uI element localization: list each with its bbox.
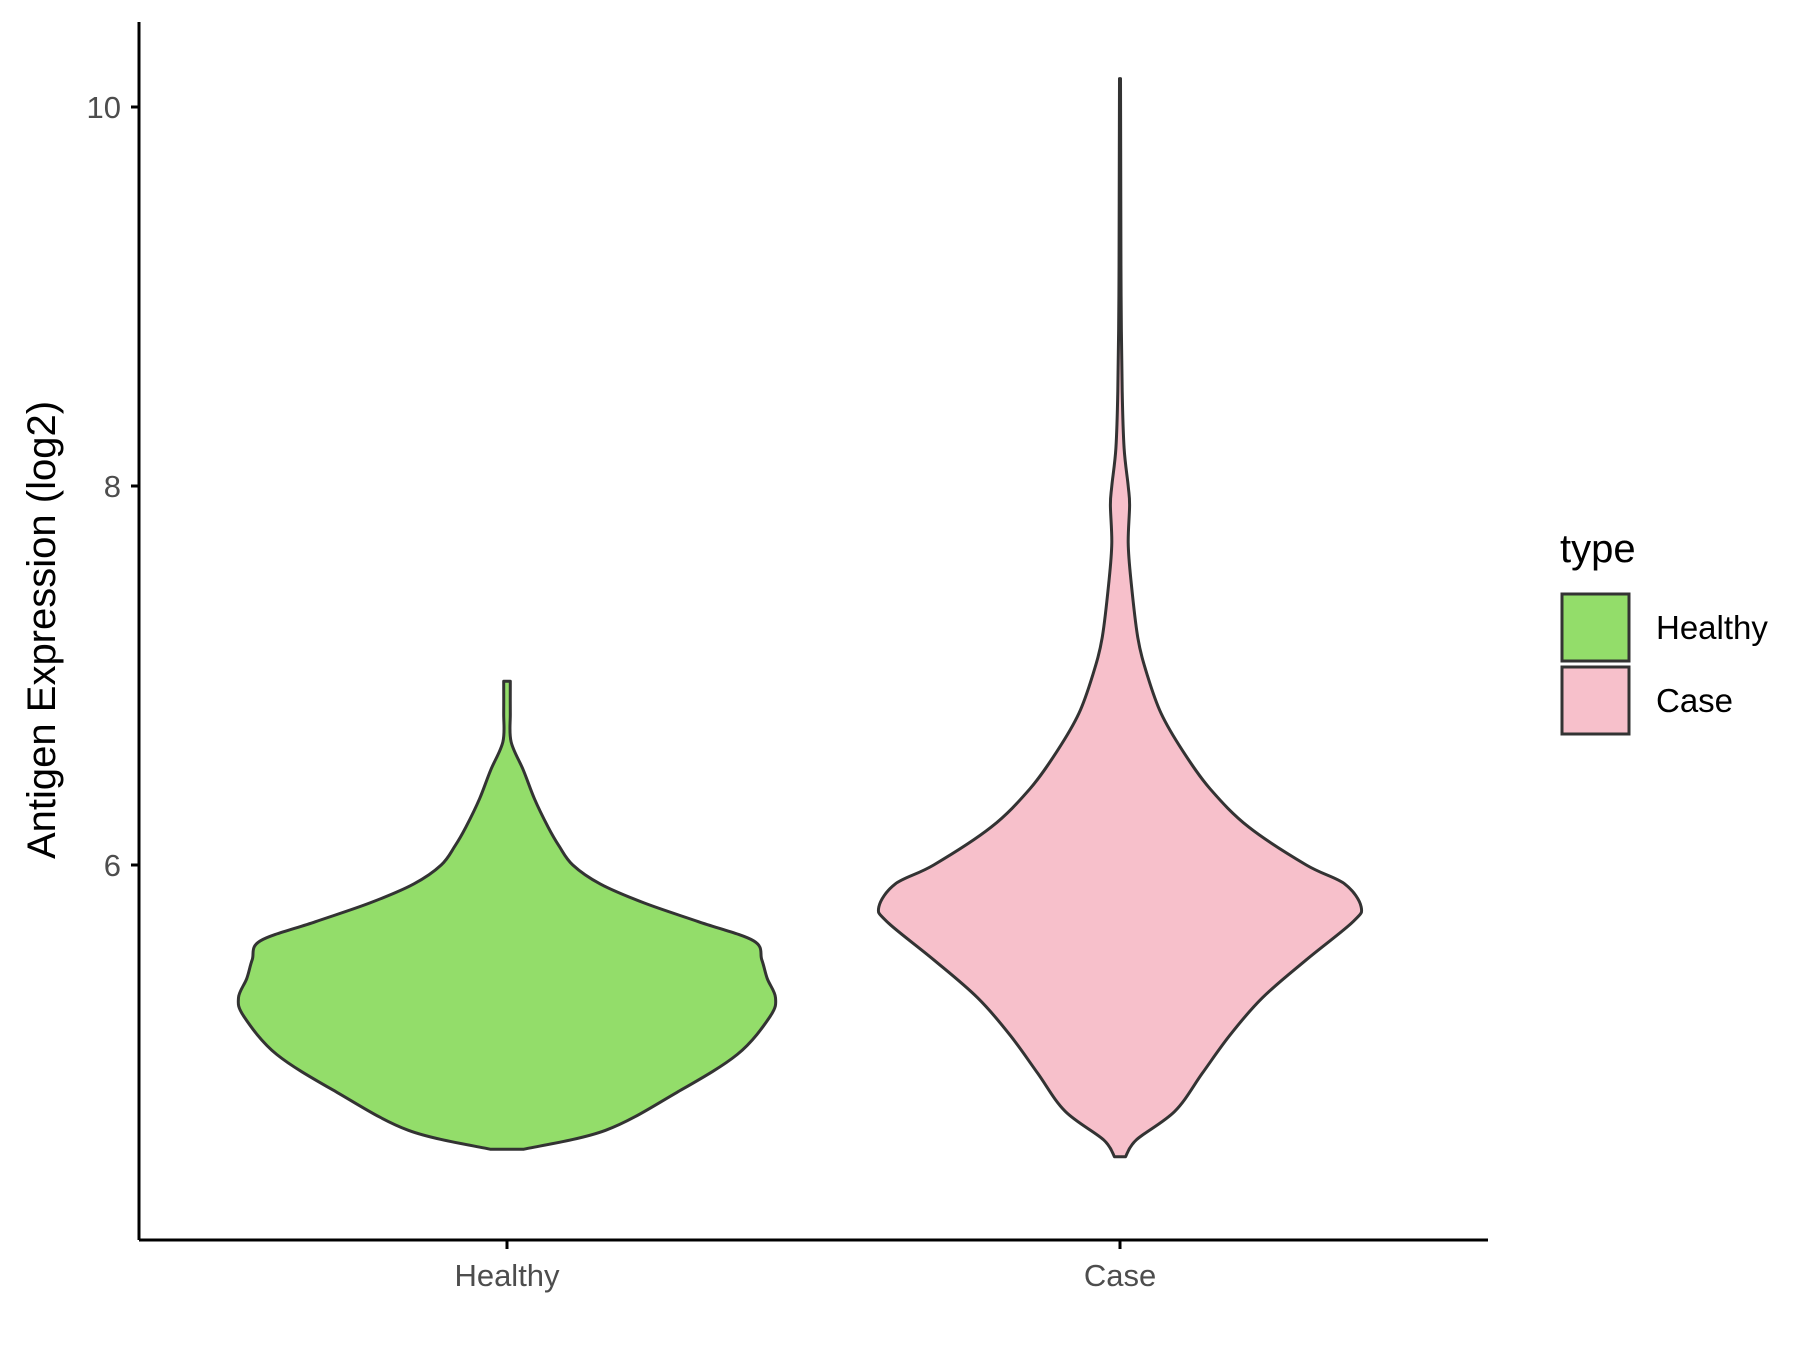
legend-swatch-case [1560, 665, 1631, 736]
violin-healthy [236, 679, 778, 1151]
x-tick-label: Healthy [454, 1258, 560, 1293]
violin-case [876, 77, 1364, 1159]
x-tick-label: Case [1084, 1258, 1156, 1293]
y-ticks-layer: 6 8 10 [87, 90, 139, 883]
legend-label-case: Case [1656, 682, 1733, 719]
legend-items: Healthy Case [1560, 592, 1768, 736]
legend-title: type [1560, 527, 1636, 571]
y-axis-title: Antigen Expression (log2) [20, 401, 64, 859]
legend-swatch-healthy [1560, 592, 1631, 663]
y-tick-label: 6 [104, 848, 121, 883]
y-tick-label: 8 [104, 469, 121, 504]
violins-layer [236, 77, 1364, 1159]
x-ticks-layer: Healthy Case [454, 1240, 1156, 1293]
legend-label-healthy: Healthy [1656, 609, 1768, 646]
y-tick-label: 10 [87, 90, 121, 125]
legend: type Healthy Case [1560, 527, 1768, 736]
